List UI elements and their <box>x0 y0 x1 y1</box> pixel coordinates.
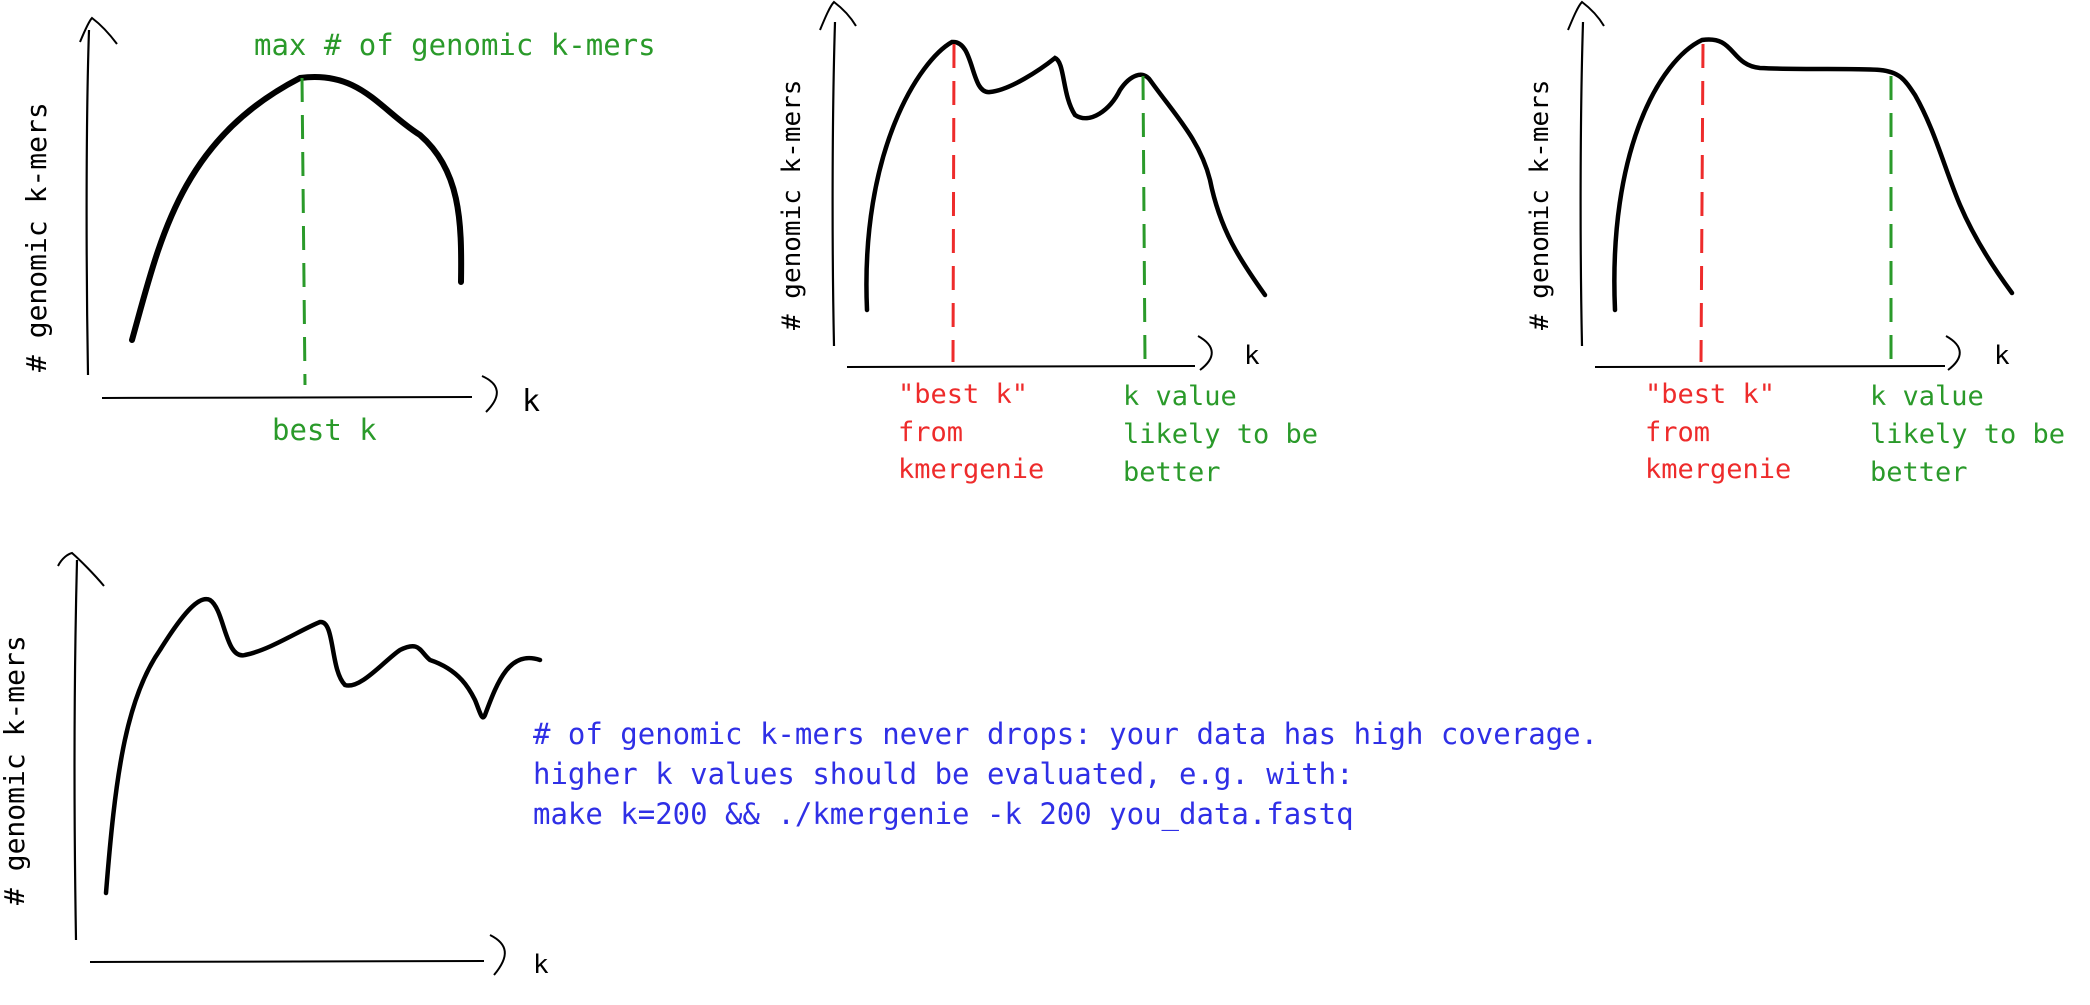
label-line: from <box>1645 417 1710 448</box>
kmer-curve <box>864 39 1268 313</box>
note-line: make k=200 && ./kmergenie -k 200 you_dat… <box>533 797 1354 832</box>
max-genomic-kmers-label: max # of genomic k-mers <box>254 28 656 62</box>
label-line: kmergenie <box>898 454 1044 485</box>
kmer-curve <box>103 596 543 896</box>
high-coverage-note: # of genomic k-mers never drops: your da… <box>533 717 1616 832</box>
label-line: k value <box>1123 381 1237 412</box>
x-axis-label: k <box>522 384 540 419</box>
x-axis <box>846 365 1196 368</box>
label-line: from <box>898 417 963 448</box>
y-axis-arrowhead <box>819 0 857 31</box>
y-axis <box>73 559 79 941</box>
x-axis-arrowhead <box>1197 335 1213 371</box>
label-line: kmergenie <box>1645 454 1791 485</box>
y-axis-label: # genomic k-mers <box>20 102 53 372</box>
note-line: higher k values should be evaluated, e.g… <box>533 757 1354 791</box>
y-axis <box>831 21 837 347</box>
label-line: "best k" <box>898 379 1028 410</box>
y-axis <box>1579 21 1585 347</box>
better-k-label: k value likely to be better <box>1123 381 1334 488</box>
panel-single-peak: # genomic k-mers k max # of genomic k-me… <box>20 16 656 447</box>
x-axis-label: k <box>1244 341 1260 371</box>
y-axis-label: # genomic k-mers <box>0 635 31 905</box>
better-k-label: k value likely to be better <box>1870 381 2081 488</box>
label-line: k value <box>1870 381 1984 412</box>
x-axis-arrowhead <box>489 934 506 976</box>
best-k-marker <box>300 77 307 386</box>
y-axis-arrowhead <box>57 551 105 587</box>
y-axis-arrowhead <box>79 16 118 45</box>
label-line: likely to be <box>1123 419 1318 450</box>
kmer-curve <box>1612 37 2015 313</box>
panel-multiple-peaks: # genomic k-mers k "best k" from kmergen… <box>777 0 1334 488</box>
x-axis <box>89 960 485 963</box>
panel-plateau: # genomic k-mers k "best k" from kmergen… <box>1525 0 2081 488</box>
y-axis-label: # genomic k-mers <box>1525 80 1555 330</box>
best-k-label: best k <box>272 413 377 447</box>
x-axis-label: k <box>533 950 549 980</box>
label-line: likely to be <box>1870 419 2065 450</box>
x-axis-label: k <box>1994 341 2010 371</box>
better-k-marker <box>1141 75 1147 363</box>
y-axis <box>85 29 91 376</box>
y-axis-label: # genomic k-mers <box>777 80 807 330</box>
kmer-curve <box>129 73 465 343</box>
kmergenie-best-k-label: "best k" from kmergenie <box>898 379 1044 485</box>
panel-never-drops: # genomic k-mers k # of genomic k-mers n… <box>0 551 1616 980</box>
label-line: "best k" <box>1645 379 1775 410</box>
y-axis-arrowhead <box>1567 0 1605 31</box>
label-line: better <box>1123 457 1221 488</box>
x-axis-arrowhead <box>1945 335 1961 371</box>
kmergenie-best-k-label: "best k" from kmergenie <box>1645 379 1791 485</box>
kmergenie-best-k-marker <box>951 43 956 363</box>
note-line: # of genomic k-mers never drops: your da… <box>533 717 1598 751</box>
label-line: better <box>1870 457 1968 488</box>
kmergenie-best-k-marker <box>1699 43 1705 363</box>
x-axis-arrowhead <box>481 375 498 413</box>
x-axis <box>101 396 473 399</box>
x-axis <box>1594 365 1946 368</box>
